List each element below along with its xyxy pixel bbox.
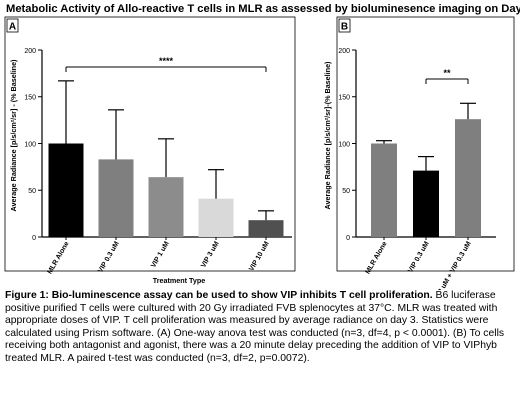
panel-b-category-label: hyb 3 uM + VIP 0.3 uM [430,240,473,290]
panel-a-y-tick-label: 50 [28,188,36,195]
panel-b-y-tick-label: 50 [342,188,350,195]
panel-a-y-tick-label: 0 [32,235,36,242]
panel-a-bar [248,220,284,237]
panel-a-label-box [6,18,19,33]
panel-b-bar [413,170,439,237]
panel-b-y-tick-label: 100 [338,141,350,148]
panel-b-label-box [338,18,351,33]
panel-a-label: A [9,22,16,33]
panel-b-y-tick-label: 200 [338,48,350,55]
panel-a-category-label: VIP 10 uM [248,240,271,272]
panel-a-category-label: VIP 1 uM [150,240,171,269]
panel-a-category-label: MLR Alone [47,240,71,275]
panel-a-category-label: VIP 3 uM [200,240,221,269]
panel-a-bar [198,198,234,237]
panel-b-frame [336,16,515,272]
panel-b-bar [371,143,397,237]
panel-b-y-axis-label: Average Radiance [p/s/cm²/sr]-(% Baselin… [323,61,332,210]
figure-title: Metabolic Activity of Allo-reactive T ce… [6,3,520,15]
figure-caption: Figure 1: Bio-luminescence assay can be … [5,290,517,366]
caption-title: Figure 1: Bio-luminescence assay can be … [5,290,433,301]
panel-b-significance-label: ** [443,68,451,78]
panel-b-y-tick-label: 150 [338,95,350,102]
panel-b-y-tick-label: 0 [346,235,350,242]
chart-canvas: A 0 50 100 150 200 Average Radiance [p/s/cm²/s… [4,16,515,290]
caption-body: B6 luciferase positive purified T cells … [5,290,505,364]
panel-a-significance-label: **** [159,56,174,66]
panel-a-y-tick-label: 150 [24,95,36,102]
panel-a-y-tick-label: 100 [24,141,36,148]
panel-b-category-label: MLR Alone [365,240,389,275]
panel-b-category-label: VIP 0.3 uM [407,240,431,274]
panel-a-bar [98,159,134,237]
panel-a-y-axis-label: Average Radiance [p/s/cm²/sr] - (% Basel… [9,59,18,212]
panel-b-label: B [341,22,348,33]
panel-a-y-tick-label: 200 [24,48,36,55]
panel-a-frame [4,16,296,272]
panel-a-bar [148,177,184,237]
panel-a-bar [48,143,84,237]
panel-a-category-label: VIP 0.3 uM [97,240,121,274]
panel-a-x-axis-label: Treatment Type [153,276,206,285]
panel-b-bar [455,119,481,237]
